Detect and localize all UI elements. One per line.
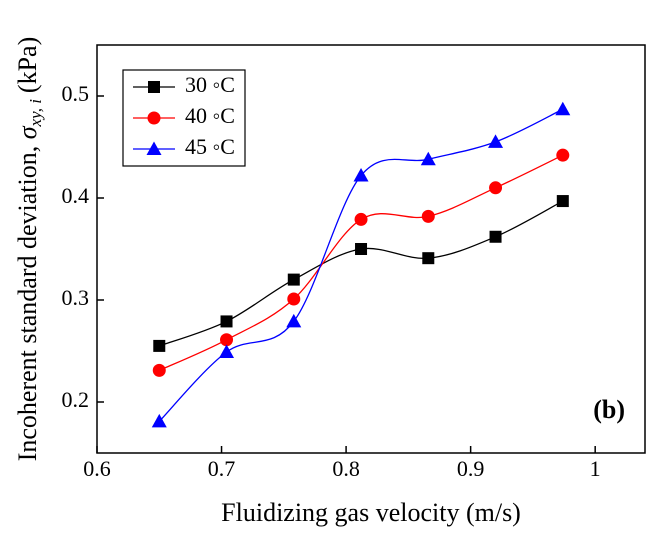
- x-axis-label: Fluidizing gas velocity (m/s): [221, 498, 521, 527]
- legend-marker: [147, 111, 161, 125]
- y-label-subscript: xy, i: [26, 99, 45, 128]
- marker: [420, 151, 436, 166]
- marker: [556, 195, 569, 208]
- y-tick-label: 0.4: [62, 183, 90, 208]
- y-tick-label: 0.2: [62, 387, 90, 412]
- y-tick-label: 0.5: [62, 81, 90, 106]
- marker: [152, 363, 166, 377]
- marker: [220, 333, 234, 347]
- x-tick-label: 0.6: [83, 456, 111, 481]
- y-axis-label: Incoherent standard deviation, σxy, i (kP…: [13, 37, 45, 462]
- marker: [422, 252, 435, 265]
- marker: [219, 344, 235, 359]
- annotation: (b): [593, 395, 625, 424]
- x-tick-label: 0.9: [457, 456, 485, 481]
- marker: [220, 315, 233, 328]
- marker: [355, 243, 368, 255]
- marker: [286, 313, 302, 328]
- marker: [354, 212, 368, 226]
- marker: [421, 209, 435, 223]
- legend-label: 40 ◦C: [185, 103, 235, 128]
- legend-marker: [148, 81, 160, 93]
- x-tick-label: 0.8: [332, 456, 360, 481]
- legend-marker: [146, 141, 162, 155]
- x-tick-label: 1: [590, 456, 601, 481]
- marker: [287, 292, 301, 306]
- series-line: [159, 154, 564, 371]
- marker: [151, 413, 167, 428]
- marker: [556, 148, 570, 162]
- marker: [488, 134, 504, 148]
- y-label-unit: (kPa): [13, 37, 42, 93]
- x-tick-label: 0.7: [208, 456, 236, 481]
- marker: [489, 230, 502, 243]
- y-label-symbol: σ: [13, 125, 42, 139]
- y-label-text: Incoherent standard deviation,: [13, 139, 42, 461]
- marker: [555, 101, 571, 116]
- marker: [153, 339, 166, 352]
- plot-frame: [96, 44, 646, 454]
- marker: [353, 168, 369, 182]
- y-tick-label: 0.3: [62, 285, 90, 310]
- marker: [287, 273, 300, 286]
- marker: [489, 181, 503, 195]
- legend-label: 45 ◦C: [185, 134, 235, 159]
- legend-label: 30 ◦C: [185, 72, 235, 97]
